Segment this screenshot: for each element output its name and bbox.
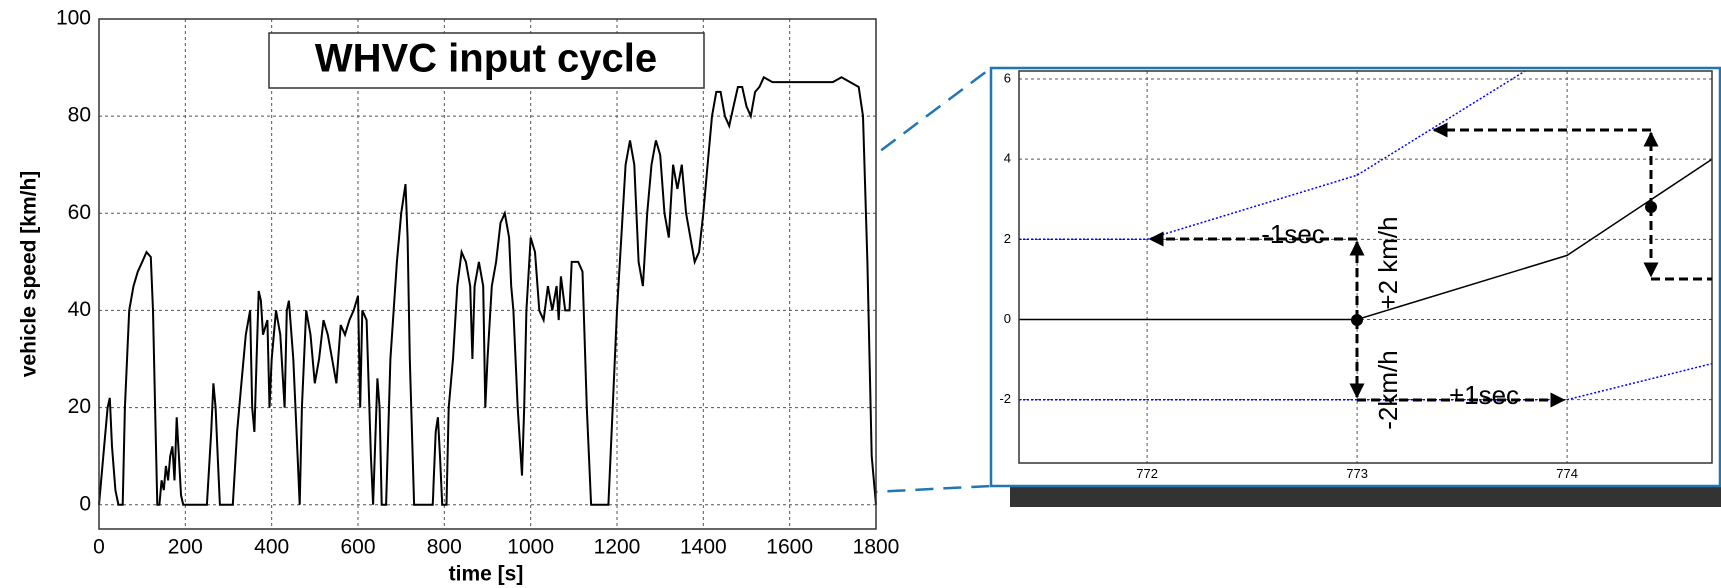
x-tick-label: 400 <box>254 535 289 558</box>
inset-chart: 772 773 774 -2 0 2 4 6 -1sec +1sec +2 km/h -2km/h <box>999 70 1713 481</box>
x-tick-label: 1000 <box>507 535 554 558</box>
data-line <box>98 75 877 506</box>
y-tick-label: 4 <box>1004 151 1011 166</box>
x-axis-label: time [s] <box>449 563 524 586</box>
x-tick-label: 200 <box>168 535 203 558</box>
y-tick-label: 20 <box>68 395 91 418</box>
point <box>1645 201 1657 213</box>
x-tick-label: 800 <box>427 535 462 558</box>
plot-area <box>99 19 876 529</box>
data-line <box>1019 362 1712 401</box>
y-axis-label: vehicle speed [km/h] <box>18 171 41 378</box>
y-tick-label: -2 <box>999 391 1011 406</box>
y-tick-label: 6 <box>1004 70 1011 85</box>
data-line <box>1019 71 1526 241</box>
x-tick-label: 0 <box>93 535 105 558</box>
x-tick-label: 1600 <box>766 535 813 558</box>
annotation: -2km/h <box>1373 350 1403 429</box>
y-tick-label: 0 <box>1004 311 1011 326</box>
main-chart: 0 200 400 600 800 1000 1200 1400 1600 1800 0 20 40 60… <box>18 7 900 586</box>
x-tick-label: 1200 <box>594 535 641 558</box>
plot-border <box>1018 70 1713 464</box>
inset-shadow <box>1010 486 1721 507</box>
y-tick-label: 2 <box>1004 231 1011 246</box>
title-box <box>268 32 705 89</box>
point <box>1351 314 1363 326</box>
x-tick-label: 1400 <box>680 535 727 558</box>
y-tick-label: 100 <box>56 7 91 30</box>
x-tick-label: 773 <box>1346 466 1368 481</box>
data-line <box>1019 158 1712 321</box>
y-tick-label: 0 <box>79 492 91 515</box>
y-tick-label: 40 <box>68 298 91 321</box>
y-tick-label: 80 <box>68 104 91 127</box>
x-tick-label: 772 <box>1136 466 1158 481</box>
x-tick-label: 1800 <box>853 535 900 558</box>
plot-area <box>1019 71 1712 463</box>
x-tick-label: 600 <box>340 535 375 558</box>
arrows <box>1148 122 1712 408</box>
y-tick-label: 60 <box>68 201 91 224</box>
x-tick-label: 774 <box>1556 466 1578 481</box>
chart-title: WHVC input cycle <box>315 37 657 81</box>
annotation: -1sec <box>1261 219 1325 249</box>
annotation: +1sec <box>1449 380 1519 410</box>
plot-border <box>98 18 877 530</box>
annotation: +2 km/h <box>1373 216 1403 309</box>
